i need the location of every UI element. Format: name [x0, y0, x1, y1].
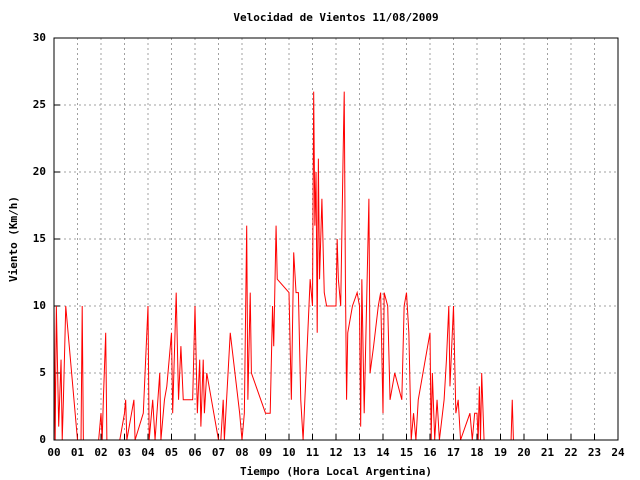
x-tick-label: 19: [494, 446, 507, 459]
x-tick-label: 21: [541, 446, 555, 459]
x-tick-label: 16: [423, 446, 437, 459]
x-tick-label: 18: [470, 446, 483, 459]
x-tick-label: 17: [447, 446, 460, 459]
x-tick-label: 06: [188, 446, 202, 459]
x-tick-label: 13: [353, 446, 366, 459]
x-tick-label: 01: [71, 446, 85, 459]
chart-title: Velocidad de Vientos 11/08/2009: [233, 11, 438, 24]
x-tick-label: 05: [165, 446, 178, 459]
x-tick-label: 20: [517, 446, 530, 459]
wind-line: [53, 91, 514, 441]
x-tick-label: 03: [118, 446, 131, 459]
y-tick-label: 25: [33, 98, 46, 111]
y-tick-label: 20: [33, 165, 46, 178]
x-tick-label: 02: [94, 446, 107, 459]
x-tick-label: 15: [400, 446, 413, 459]
x-tick-label: 22: [564, 446, 577, 459]
x-tick-label: 00: [47, 446, 60, 459]
x-tick-label: 23: [588, 446, 601, 459]
x-tick-label: 07: [212, 446, 225, 459]
x-tick-label: 08: [235, 446, 248, 459]
y-tick-label: 5: [39, 366, 46, 379]
y-tick-label: 15: [33, 232, 46, 245]
y-tick-label: 30: [33, 31, 46, 44]
x-tick-label: 24: [611, 446, 625, 459]
x-axis-label: Tiempo (Hora Local Argentina): [240, 465, 432, 478]
x-tick-label: 09: [259, 446, 272, 459]
y-tick-label: 0: [39, 433, 46, 446]
y-tick-label: 10: [33, 299, 46, 312]
x-tick-label: 10: [282, 446, 295, 459]
x-tick-label: 11: [306, 446, 320, 459]
plot-frame: [53, 37, 619, 441]
x-tick-label: 04: [141, 446, 155, 459]
y-axis-label: Viento (Km/h): [7, 196, 20, 282]
x-tick-label: 12: [329, 446, 342, 459]
x-tick-label: 14: [376, 446, 390, 459]
